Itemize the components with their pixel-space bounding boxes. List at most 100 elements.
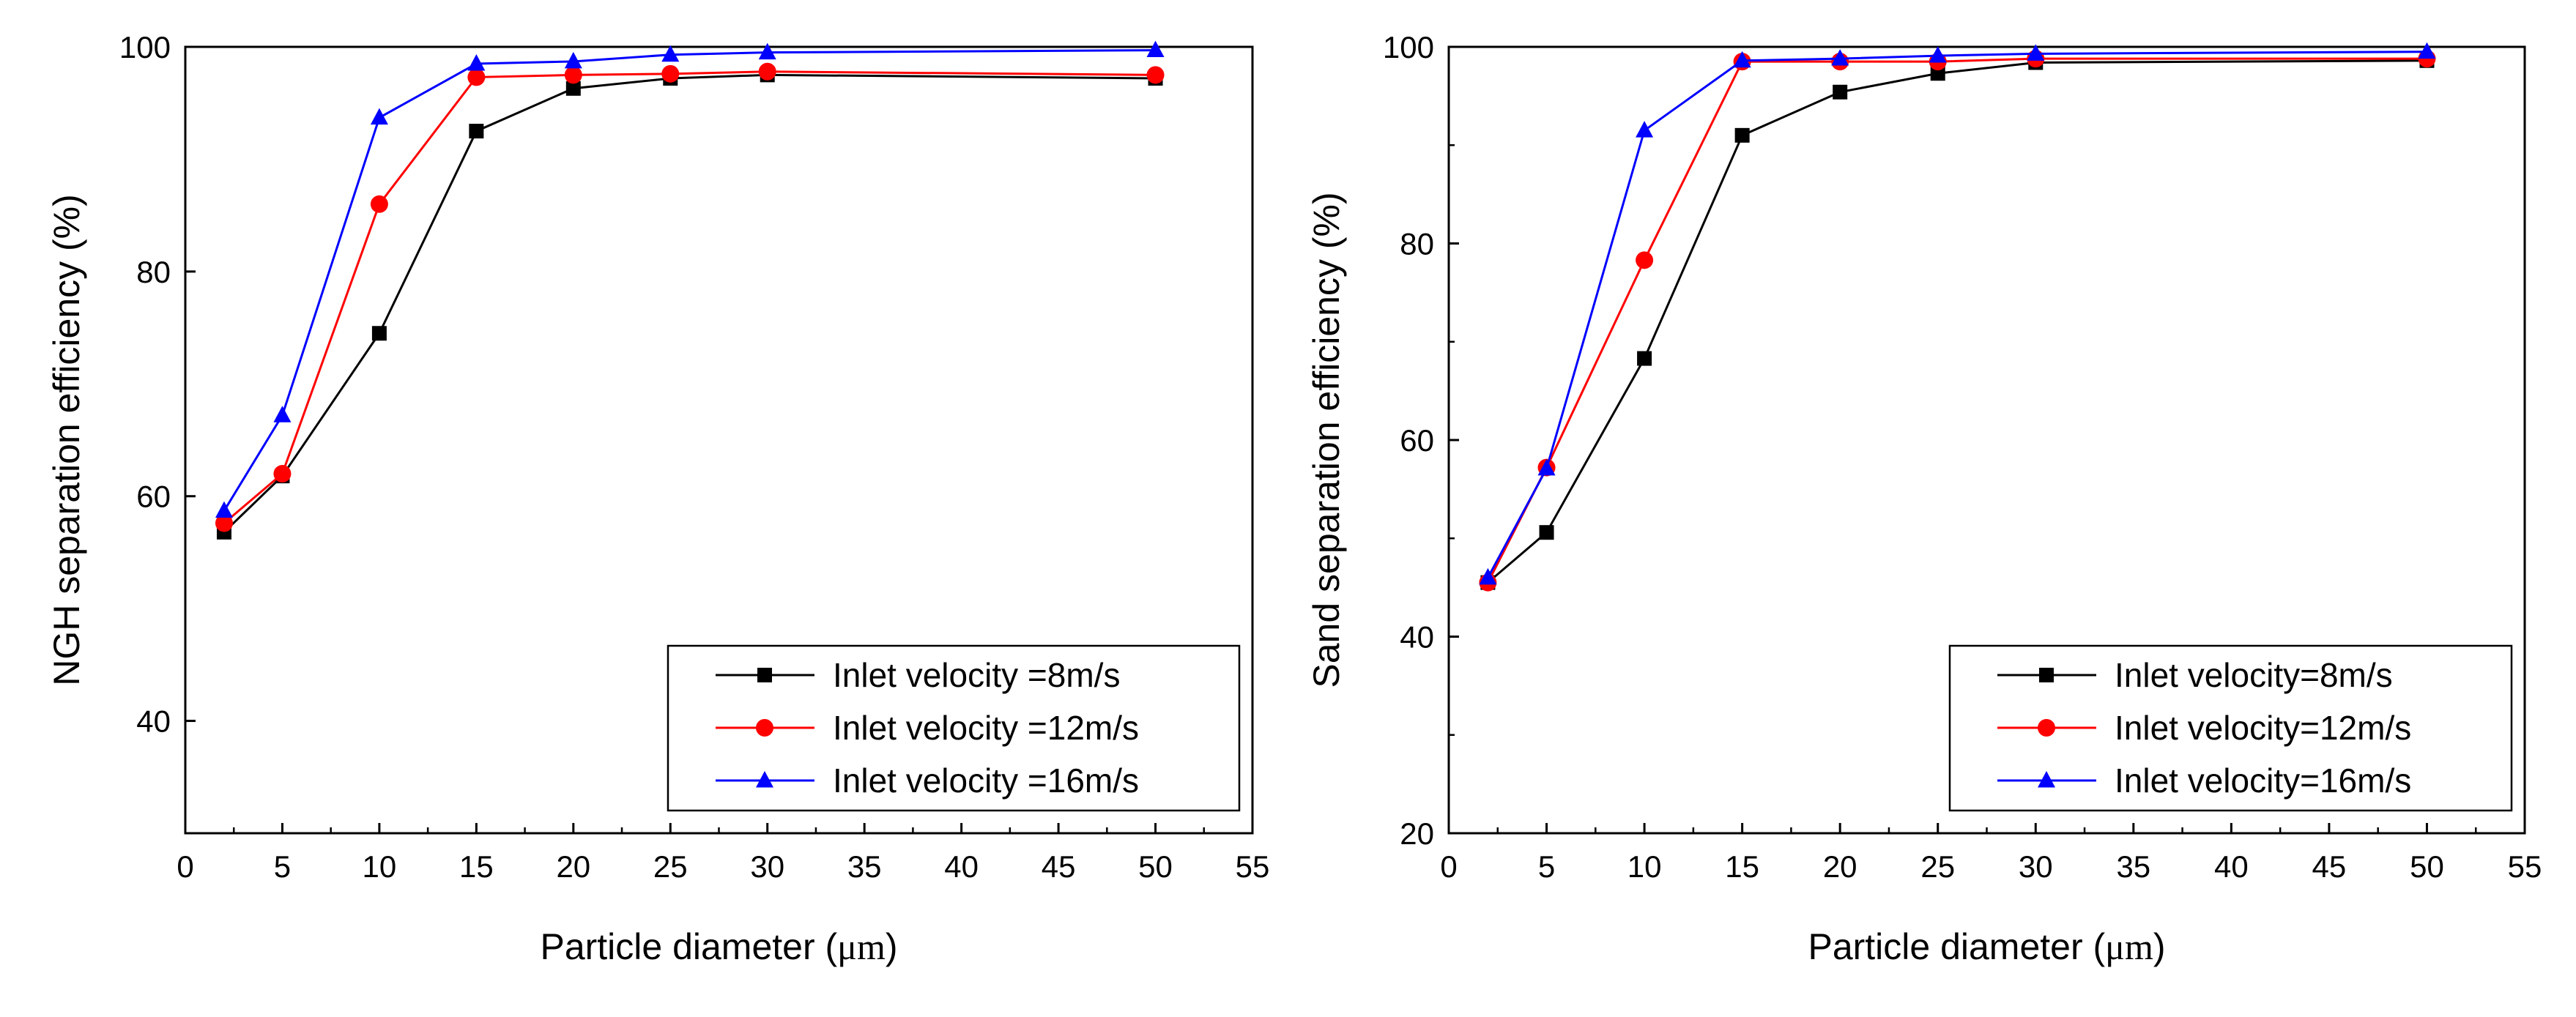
y-tick-label: 100 [1383, 30, 1434, 64]
x-tick-label: 10 [363, 849, 397, 884]
axis-ticks: 0 5 10 15 20 25 30 35 40 45 50 55 20 40 60 80 100 [1383, 30, 2542, 884]
axis-ticks: 0 5 10 15 20 25 30 35 40 45 50 55 40 60 80 100 [119, 30, 1269, 884]
legend-entry: Inlet velocity=12m/s [1997, 709, 2411, 747]
square-marker [371, 326, 387, 341]
circle-marker [756, 719, 773, 737]
triangle-marker [1479, 567, 1497, 585]
square-marker [2039, 668, 2054, 682]
x-axis-title: Particle diameter (μm) [540, 926, 897, 967]
x-tick-label: 25 [1920, 849, 1955, 884]
x-tick-label: 35 [847, 849, 882, 884]
y-axis-title: NGH separation efficiency (%) [46, 194, 87, 686]
triangle-marker [2418, 42, 2436, 59]
legend-label: Inlet velocity =8m/s [833, 656, 1120, 694]
square-marker [757, 668, 772, 682]
square-marker [1637, 351, 1652, 366]
triangle-marker [2038, 770, 2055, 788]
square-marker [1930, 66, 1945, 81]
y-tick-label: 40 [136, 704, 171, 739]
series-line [223, 70, 1156, 524]
y-tick-label: 80 [1400, 227, 1434, 261]
series-line [223, 49, 1156, 512]
x-tick-label: 50 [1138, 849, 1173, 884]
legend-label: Inlet velocity =16m/s [833, 761, 1139, 800]
x-tick-label: 50 [2410, 849, 2444, 884]
circle-marker [1146, 66, 1165, 84]
square-marker [469, 124, 484, 139]
y-tick-label: 20 [1400, 816, 1434, 851]
series-line [1487, 57, 2427, 584]
triangle-marker [661, 45, 680, 62]
series-line [1487, 51, 2427, 578]
x-tick-label: 45 [2312, 849, 2347, 884]
legend-entry: Inlet velocity =12m/s [716, 709, 1139, 747]
legend: Inlet velocity =8m/s Inlet velocity =12m… [667, 644, 1241, 812]
triangle-marker [1733, 51, 1751, 68]
y-tick-label: 80 [136, 255, 171, 289]
triangle-marker [564, 51, 582, 69]
legend-entry: Inlet velocity=8m/s [1997, 656, 2393, 694]
x-tick-label: 15 [1725, 849, 1759, 884]
triangle-marker [370, 108, 388, 125]
circle-marker [661, 64, 680, 83]
triangle-marker [1537, 458, 1556, 476]
circle-marker [1636, 251, 1654, 269]
circle-marker [215, 514, 233, 532]
legend-label: Inlet velocity=12m/s [2115, 709, 2411, 747]
x-tick-label: 55 [2508, 849, 2542, 884]
series-line [223, 73, 1156, 533]
x-tick-label: 0 [1440, 849, 1457, 884]
x-tick-label: 30 [2019, 849, 2053, 884]
series-line [1487, 59, 2427, 584]
x-tick-label: 20 [556, 849, 590, 884]
square-marker [1734, 127, 1750, 143]
circle-marker [467, 68, 486, 86]
legend-entry: Inlet velocity=16m/s [1997, 761, 2411, 800]
x-tick-label: 5 [1538, 849, 1555, 884]
chart-sand-efficiency: 0 5 10 15 20 25 30 35 40 45 50 55 20 40 60 80 100 Sand s… [1306, 30, 2542, 967]
y-tick-label: 60 [136, 480, 171, 514]
triangle-marker [1146, 40, 1165, 58]
square-marker [565, 81, 581, 96]
triangle-marker [756, 770, 773, 788]
triangle-marker [2027, 44, 2045, 61]
x-tick-label: 40 [2214, 849, 2249, 884]
x-tick-label: 25 [653, 849, 688, 884]
legend-label: Inlet velocity=16m/s [2115, 761, 2411, 800]
triangle-marker [467, 53, 486, 71]
circle-marker [273, 465, 292, 483]
y-tick-label: 60 [1400, 423, 1434, 458]
x-tick-label: 30 [750, 849, 784, 884]
triangle-marker [1929, 46, 1947, 63]
x-tick-label: 40 [944, 849, 979, 884]
series-group [1479, 42, 2436, 592]
circle-marker [564, 66, 582, 84]
triangle-marker [1831, 49, 1849, 66]
circle-marker [2038, 719, 2055, 737]
y-axis-title: Sand separation efficiency (%) [1306, 192, 1347, 688]
legend-label: Inlet velocity =12m/s [833, 709, 1139, 747]
x-tick-label: 0 [177, 849, 193, 884]
circle-marker [758, 62, 776, 81]
x-tick-label: 10 [1627, 849, 1662, 884]
triangle-marker [758, 42, 776, 60]
series-group [215, 40, 1165, 540]
legend: Inlet velocity=8m/s Inlet velocity=12m/s… [1948, 644, 2513, 812]
square-marker [1833, 84, 1848, 100]
triangle-marker [273, 406, 292, 422]
legend-entry: Inlet velocity =16m/s [716, 761, 1139, 800]
circle-marker [370, 195, 388, 213]
x-axis-title: Particle diameter (μm) [1808, 926, 2165, 967]
x-tick-label: 5 [274, 849, 291, 884]
x-tick-label: 45 [1042, 849, 1076, 884]
legend-entry: Inlet velocity =8m/s [716, 656, 1120, 694]
y-tick-label: 40 [1400, 620, 1434, 655]
y-tick-label: 100 [119, 30, 171, 64]
legend-label: Inlet velocity=8m/s [2115, 656, 2393, 694]
chart-ngh-efficiency: 0 5 10 15 20 25 30 35 40 45 50 55 40 60 80 100 NGH sepa… [46, 30, 1269, 967]
x-tick-label: 15 [459, 849, 494, 884]
square-marker [1539, 525, 1554, 540]
triangle-marker [1636, 121, 1654, 138]
x-tick-label: 35 [2116, 849, 2150, 884]
